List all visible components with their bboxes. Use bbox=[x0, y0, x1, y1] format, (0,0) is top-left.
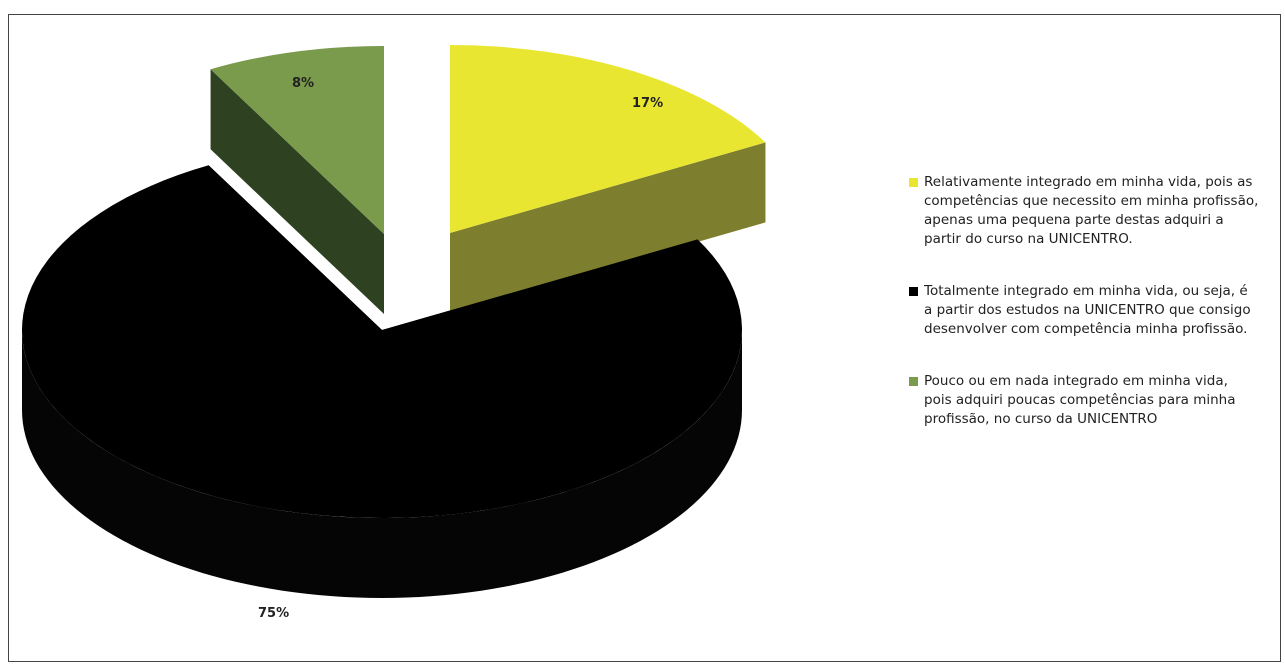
pie-value-label-1: 75% bbox=[258, 606, 289, 621]
pie-slice-2 bbox=[210, 46, 384, 234]
legend-swatch bbox=[909, 377, 918, 386]
pie-slice-0 bbox=[450, 45, 766, 233]
legend-swatch bbox=[909, 178, 918, 187]
pie-labels: 17% 75% 8% bbox=[258, 76, 663, 621]
pie-wall-0 bbox=[450, 142, 766, 313]
legend-item-pouco: Pouco ou em nada integrado em minha vida… bbox=[909, 372, 1274, 429]
legend-item-totalmente: Totalmente integrado em minha vida, ou s… bbox=[909, 282, 1274, 339]
chart-legend: Relativamente integrado em minha vida, p… bbox=[909, 173, 1274, 462]
legend-swatch bbox=[909, 287, 918, 296]
pie-tops bbox=[22, 45, 766, 519]
pie-value-label-2: 8% bbox=[292, 76, 314, 91]
legend-label: Relativamente integrado em minha vida, p… bbox=[924, 174, 1259, 247]
legend-item-relativamente: Relativamente integrado em minha vida, p… bbox=[909, 173, 1274, 249]
pie-wall-2 bbox=[210, 69, 384, 315]
pie-side-1 bbox=[22, 330, 742, 598]
pie-slice-1 bbox=[22, 165, 742, 519]
legend-label: Pouco ou em nada integrado em minha vida… bbox=[924, 373, 1236, 427]
pie-value-label-0: 17% bbox=[632, 96, 663, 111]
legend-label: Totalmente integrado em minha vida, ou s… bbox=[924, 283, 1251, 337]
